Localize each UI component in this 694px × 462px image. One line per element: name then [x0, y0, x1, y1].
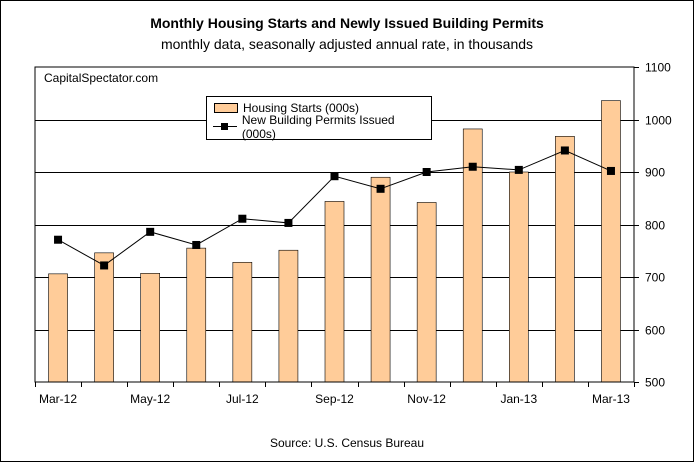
- building-permits-marker: [606, 166, 615, 175]
- legend-item-building-permits: New Building Permits Issued (000s): [207, 113, 431, 141]
- housing-starts-bar: [509, 171, 529, 383]
- y-tick-label: 600: [645, 324, 665, 338]
- y-tick-label: 900: [645, 166, 665, 180]
- housing-starts-bar: [555, 136, 575, 383]
- watermark-text: CapitalSpectator.com: [44, 71, 159, 85]
- building-permits-marker: [192, 240, 201, 249]
- building-permits-marker: [284, 218, 293, 227]
- building-permits-marker: [468, 162, 477, 171]
- building-permits-marker: [330, 172, 339, 181]
- legend-label-building-permits: New Building Permits Issued (000s): [241, 113, 395, 141]
- y-tick-label: 700: [645, 271, 665, 285]
- legend-swatch-line: [213, 122, 237, 132]
- building-permits-marker: [100, 261, 109, 270]
- housing-starts-bar: [324, 201, 345, 383]
- housing-starts-bar: [278, 249, 299, 383]
- x-tick-label: May-12: [130, 392, 170, 406]
- housing-starts-bar: [416, 202, 437, 383]
- source-note: Source: U.S. Census Bureau: [269, 436, 425, 450]
- plot-border: [34, 66, 635, 383]
- y-tick-label: 1100: [645, 61, 671, 75]
- housing-starts-bar: [140, 273, 160, 383]
- x-tick-label: Sep-12: [315, 392, 354, 406]
- x-tick-label: Nov-12: [407, 392, 446, 406]
- building-permits-marker: [422, 168, 431, 176]
- building-permits-marker: [514, 165, 523, 174]
- y-tick-label: 500: [645, 376, 665, 390]
- legend-item-housing-starts: Housing Starts (000s): [207, 99, 359, 117]
- y-tick-label: 800: [645, 219, 665, 233]
- building-permits-marker: [376, 184, 385, 193]
- chart-title: Monthly Housing Starts and Newly Issued …: [150, 15, 544, 31]
- building-permits-marker: [560, 146, 569, 155]
- x-tick-label: Mar-12: [39, 392, 77, 406]
- housing-starts-bar: [94, 252, 114, 383]
- building-permits-marker: [54, 235, 63, 244]
- x-tick-label: Mar-13: [592, 392, 630, 406]
- x-tick-label: Jan-13: [500, 392, 537, 406]
- y-tick-label: 1000: [645, 114, 672, 128]
- housing-starts-bar: [370, 176, 391, 383]
- housing-starts-bar: [48, 273, 68, 383]
- building-permits-marker: [146, 227, 155, 236]
- x-tick-label: Jul-12: [226, 392, 259, 406]
- building-permits-marker: [238, 214, 247, 223]
- housing-starts-bar: [186, 247, 207, 383]
- housing-starts-bar: [601, 100, 621, 383]
- legend-label-housing-starts: Housing Starts (000s): [243, 101, 360, 115]
- housing-starts-bar: [232, 261, 253, 383]
- chart-subtitle: monthly data, seasonally adjusted annual…: [160, 36, 534, 52]
- legend-swatch-bar: [214, 103, 238, 113]
- legend: Housing Starts (000s) New Building Permi…: [206, 96, 432, 141]
